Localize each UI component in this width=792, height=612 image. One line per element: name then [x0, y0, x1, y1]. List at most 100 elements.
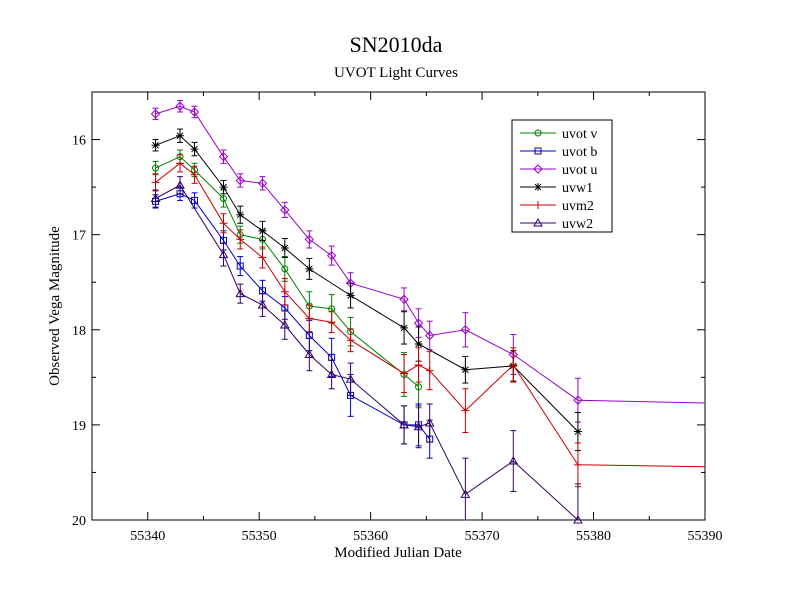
data-point-uvw2	[304, 349, 315, 359]
series-line-uvot-v	[155, 156, 419, 388]
x-tick-label-2: 55360	[353, 529, 388, 544]
data-point-uvw2	[573, 514, 583, 524]
legend-marker-uvw2	[533, 217, 543, 227]
x-tick-label-1: 55350	[242, 529, 277, 544]
data-point-uvw2	[508, 456, 519, 465]
data-point-uvot-u	[257, 178, 268, 189]
data-point-uvw2	[150, 193, 161, 203]
data-point-uvm2	[219, 219, 228, 228]
data-point-uvw1	[346, 291, 355, 300]
data-point-uvm2	[280, 287, 289, 296]
x-axis-label: Modified Julian Date	[334, 545, 462, 561]
y-axis-label: Observed Vega Magnitude	[47, 226, 63, 386]
series-line-uvot-u	[155, 105, 706, 404]
data-point-uvot-u	[218, 151, 229, 162]
series-uvw1	[151, 128, 582, 452]
y-tick-label-2: 18	[72, 324, 86, 339]
series-line-uvw2	[155, 184, 579, 521]
legend-marker-uvm2	[534, 201, 542, 209]
x-tick-label-3: 55370	[465, 529, 500, 544]
data-point-uvot-v	[152, 164, 160, 172]
legend-marker-uvot-v	[534, 129, 542, 137]
legend-box	[511, 119, 613, 233]
data-point-uvot-u	[189, 107, 200, 117]
data-point-uvot-b	[236, 262, 244, 270]
data-point-uvot-b	[191, 196, 199, 204]
x-tick-label-5: 55390	[688, 529, 723, 544]
data-point-uvm2	[346, 336, 355, 345]
y-tick-label-4: 20	[72, 514, 86, 529]
chart-subtitle: UVOT Light Curves	[334, 65, 458, 81]
legend-label-uvot-b: uvot b	[562, 145, 597, 160]
x-tick-label-0: 55340	[130, 529, 165, 544]
data-point-uvw1	[176, 131, 185, 140]
data-point-uvm2	[305, 314, 314, 323]
data-point-uvw1	[151, 141, 160, 150]
data-point-uvot-v	[415, 383, 423, 391]
data-point-uvw2	[175, 180, 185, 189]
y-tick-label-0: 16	[72, 134, 86, 149]
series-uvm2	[151, 154, 706, 488]
data-point-uvot-v	[220, 195, 228, 203]
data-point-uvm2	[425, 366, 434, 375]
data-point-uvot-u	[399, 294, 409, 305]
legend-marker-uvot-b	[534, 147, 542, 155]
data-point-uvot-u	[280, 205, 290, 215]
data-point-uvot-v	[281, 265, 289, 273]
data-point-uvw2	[235, 288, 246, 298]
data-point-uvw1	[461, 365, 470, 374]
data-point-uvw2	[399, 419, 409, 429]
data-point-uvm2	[509, 360, 518, 369]
series-uvw2	[150, 176, 583, 524]
y-tick-label-1: 17	[72, 229, 86, 244]
data-point-uvw2	[424, 417, 435, 427]
legend-marker-uvw1	[534, 183, 542, 191]
y-tick-label-3: 19	[72, 419, 86, 434]
legend-marker-uvot-u	[533, 164, 543, 174]
data-point-uvw1	[190, 145, 199, 154]
data-point-uvot-u	[326, 250, 337, 261]
data-point-uvm2	[176, 159, 185, 168]
legend-label-uvw1: uvw1	[562, 181, 593, 196]
data-point-uvm2	[414, 360, 423, 369]
series-line-uvm2	[155, 162, 706, 468]
data-point-uvw2	[345, 374, 356, 383]
data-point-uvm2	[573, 460, 582, 469]
data-point-uvot-u	[304, 234, 315, 245]
data-point-uvw2	[413, 421, 424, 431]
data-point-uvot-u	[425, 330, 435, 341]
data-point-uvw1	[219, 183, 228, 192]
series-uvot-u	[150, 100, 706, 423]
data-point-uvm2	[400, 369, 409, 378]
chart-title: SN2010da	[350, 32, 443, 57]
data-point-uvw1	[414, 340, 423, 349]
data-point-uvot-u	[460, 325, 471, 335]
data-point-uvw1	[236, 210, 245, 219]
data-point-uvw2	[218, 249, 229, 259]
data-point-uvw1	[400, 323, 409, 332]
series-line-uvw1	[155, 135, 579, 432]
series-line-uvot-b	[155, 193, 431, 440]
data-point-uvm2	[151, 178, 160, 187]
data-point-uvw1	[280, 243, 289, 252]
series-uvot-b	[152, 186, 434, 459]
data-point-uvm2	[258, 253, 267, 262]
data-point-uvot-u	[235, 175, 245, 186]
x-axis: 55340 55350 55360 55370 55380 55390	[91, 92, 723, 544]
legend-label-uvm2: uvm2	[562, 199, 594, 214]
data-point-uvw2	[257, 300, 268, 309]
data-point-uvm2	[236, 235, 245, 244]
legend-label-uvot-v: uvot v	[562, 127, 597, 142]
data-point-uvw1	[258, 226, 267, 235]
x-tick-label-4: 55380	[576, 529, 611, 544]
data-point-uvw2	[460, 489, 471, 498]
data-point-uvot-u	[150, 109, 161, 119]
legend-label-uvot-u: uvot u	[562, 163, 597, 178]
data-point-uvm2	[461, 406, 470, 415]
data-point-uvw2	[279, 320, 290, 329]
data-point-uvw1	[573, 427, 582, 436]
data-point-uvw1	[305, 264, 314, 273]
y-axis: 16 17 18 19 20	[72, 91, 705, 529]
data-point-uvm2	[327, 318, 336, 327]
